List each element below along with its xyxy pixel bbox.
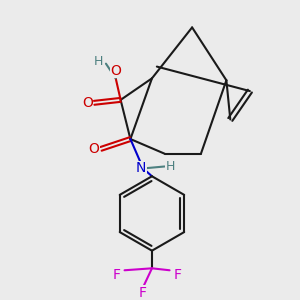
Text: N: N [136, 161, 146, 176]
Text: F: F [113, 268, 121, 282]
Text: O: O [89, 142, 100, 156]
Text: O: O [82, 96, 93, 110]
Text: H: H [93, 55, 103, 68]
Text: F: F [138, 286, 146, 300]
Text: F: F [173, 268, 181, 282]
Text: H: H [166, 160, 175, 173]
Text: O: O [110, 64, 121, 77]
